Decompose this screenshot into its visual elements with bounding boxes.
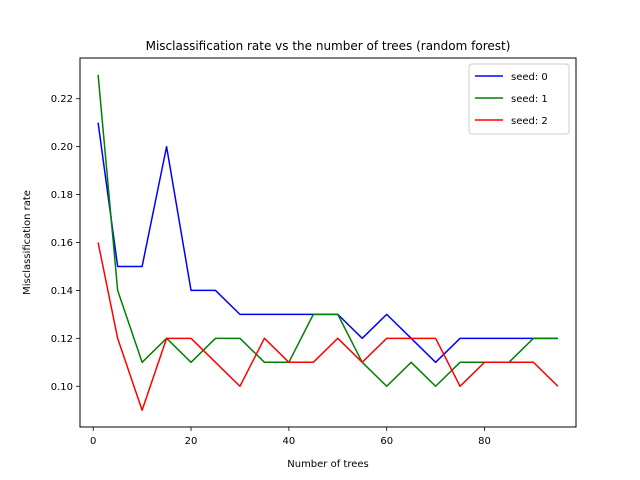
series-line-2: [97, 242, 559, 411]
legend: seed: 0 seed: 1 seed: 2: [468, 63, 570, 135]
x-tick-label: 60: [380, 436, 393, 447]
y-axis-title: Misclassification rate: [22, 190, 33, 295]
x-tick-label: 0: [90, 436, 96, 447]
legend-label-1: seed: 1: [511, 94, 548, 105]
y-tick-label: 0.18: [51, 190, 73, 201]
y-tick-label: 0.22: [51, 94, 73, 105]
series-line-1: [97, 74, 558, 388]
legend-label-2: seed: 2: [511, 116, 548, 127]
legend-label-0: seed: 0: [511, 72, 548, 83]
x-tick-label: 80: [478, 436, 491, 447]
x-axis-title: Number of trees: [287, 459, 369, 470]
plot-area: [97, 74, 559, 411]
x-tick-label: 20: [185, 436, 198, 447]
y-tick-label: 0.16: [51, 238, 73, 249]
axis-ticks: 0 20 40 60 80 0.10 0.12 0.14 0.16 0.18 0.20 0.22: [51, 94, 491, 447]
y-tick-label: 0.14: [51, 286, 73, 297]
x-tick-label: 40: [283, 436, 296, 447]
y-tick-label: 0.20: [51, 142, 73, 153]
chart-title: Misclassification rate vs the number of …: [146, 39, 511, 53]
y-tick-label: 0.10: [51, 382, 73, 393]
y-tick-label: 0.12: [51, 334, 73, 345]
legend-box: [468, 63, 570, 135]
